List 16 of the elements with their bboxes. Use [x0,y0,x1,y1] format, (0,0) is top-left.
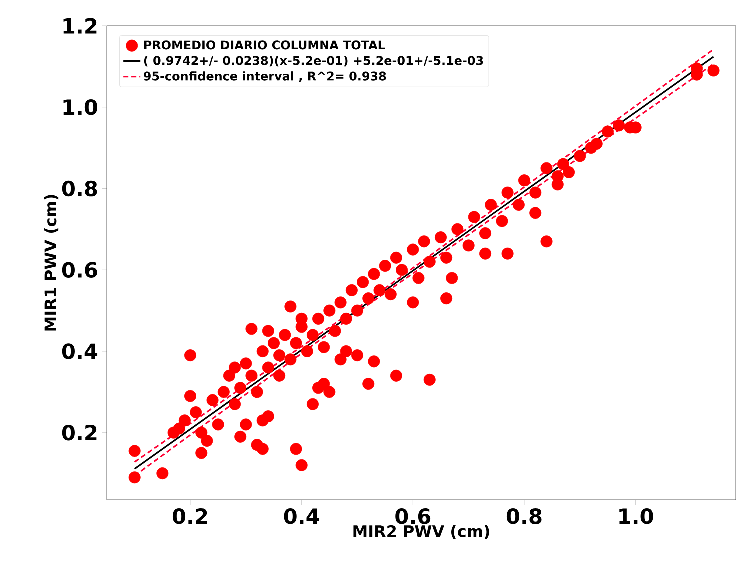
legend-label: 95-confidence interval , R^2= 0.938 [144,72,386,82]
x-tick-label: 0.2 [172,508,208,524]
x-axis-title: MIR2 PWV (cm) [354,525,490,540]
y-tick-label: 1.0 [64,99,98,116]
legend-label: PROMEDIO DIARIO COLUMNA TOTAL [144,40,386,50]
y-tick-label: 1.2 [64,18,97,34]
x-tick-label: 0.6 [396,508,431,524]
y-tick-label: 0.6 [62,262,98,278]
y-tick-label: 0.4 [62,344,98,360]
y-axis-title: MIR1 PWV (cm) [44,195,59,331]
x-tick-label: 0.8 [506,508,542,524]
y-tick-label: 0.8 [62,180,98,197]
legend-label: ( 0.9742+/- 0.0238)(x-5.2e-01) +5.2e-01+/-5.1e-03 [144,56,484,67]
y-tick-label: 0.2 [62,424,97,441]
x-tick-label: 1.0 [620,508,654,524]
x-tick-label: 0.4 [284,508,320,524]
